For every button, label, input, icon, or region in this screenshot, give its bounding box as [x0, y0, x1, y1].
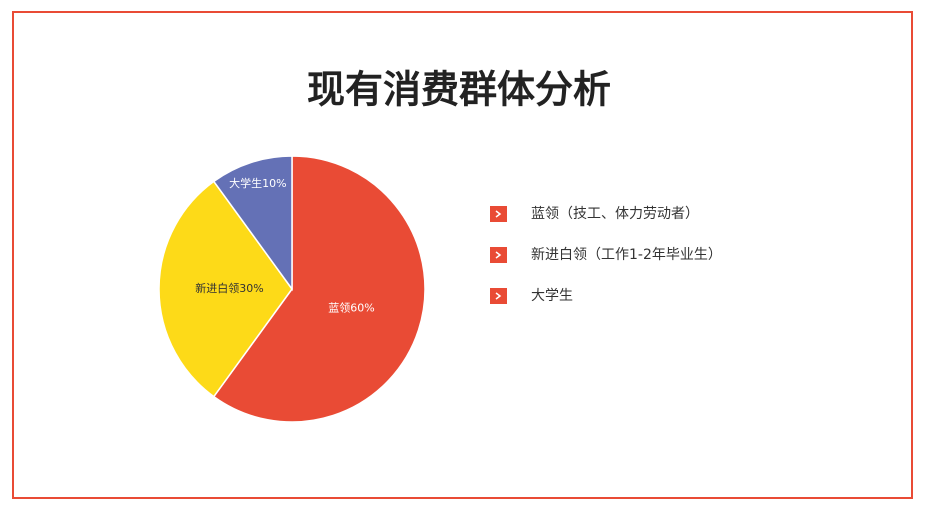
slice-label: 新进白领30%	[195, 281, 263, 295]
pie-slice	[212, 155, 426, 423]
legend-marker	[490, 206, 507, 222]
legend-label: 大学生	[531, 288, 573, 304]
legend-chevron	[495, 251, 502, 259]
legend-label: 新进白领（工作1-2年毕业生）	[531, 247, 722, 263]
pie-slice	[158, 180, 293, 398]
slice-label: 大学生10%	[229, 176, 286, 190]
legend-chevron	[495, 292, 502, 300]
chart-title: 现有消费群体分析	[307, 68, 611, 112]
legend-label: 蓝领（技工、体力劳动者）	[531, 206, 699, 222]
slice-label: 蓝领60%	[328, 301, 374, 314]
legend-chevron	[495, 210, 502, 218]
legend-marker	[490, 288, 507, 304]
frame	[12, 11, 913, 499]
pie-slice	[212, 155, 293, 292]
legend-marker	[490, 247, 507, 263]
